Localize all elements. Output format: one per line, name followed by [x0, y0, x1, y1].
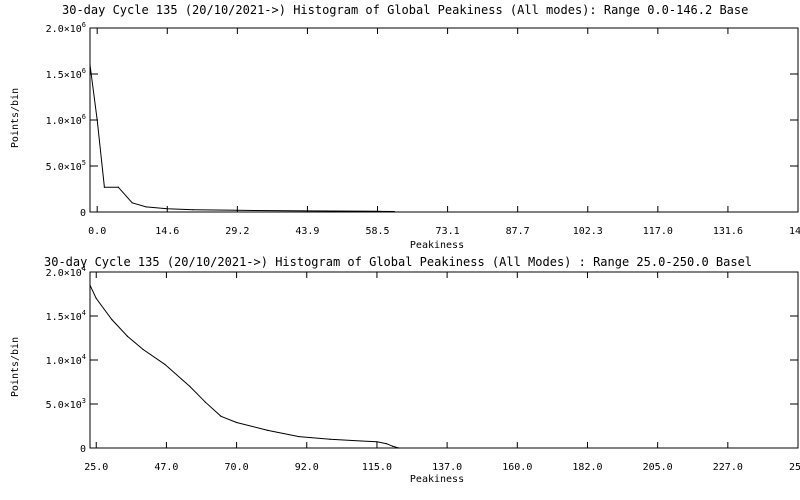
data-point	[376, 441, 378, 443]
plot-global-peakiness-25-250: 30-day Cycle 135 (20/10/2021->) Histogra…	[10, 255, 800, 485]
x-tick-label: 58.5	[365, 226, 389, 237]
x-tick-label: 250	[789, 462, 800, 473]
data-point	[145, 206, 147, 208]
x-tick-label: 25.0	[84, 462, 108, 473]
x-tick-label: 182.0	[572, 462, 602, 473]
data-point	[89, 64, 91, 66]
data-point	[298, 435, 300, 438]
x-tick-label: 160.0	[502, 462, 532, 473]
y-tick-label: 0	[80, 444, 86, 455]
data-point	[329, 438, 331, 440]
y-tick-label: 2.0×106	[46, 21, 86, 35]
plot-frame	[89, 271, 799, 449]
series-line	[89, 64, 395, 212]
x-tick-label: 47.0	[154, 462, 178, 473]
data-point	[142, 348, 144, 351]
x-tick-label: 43.9	[295, 226, 319, 237]
x-axis-label: Peakiness	[410, 474, 464, 485]
x-tick-label: 0.0	[88, 226, 106, 237]
x-tick-label: 70.0	[225, 462, 249, 473]
x-tick-label: 102.3	[573, 226, 603, 237]
x-tick-label: 205.0	[643, 462, 673, 473]
x-tick-label: 131.6	[713, 226, 743, 237]
y-tick-label: 0	[80, 208, 86, 219]
data-point	[103, 186, 105, 188]
x-tick-label: 137.0	[432, 462, 462, 473]
data-point	[385, 443, 387, 445]
y-tick-label: 2.0×104	[46, 265, 86, 279]
data-point	[96, 119, 98, 121]
x-tick-label: 14.6	[155, 226, 179, 237]
data-point	[235, 421, 238, 424]
data-point	[117, 186, 119, 188]
x-tick-label: 146	[789, 226, 800, 237]
data-point	[95, 297, 97, 299]
x-tick-label: 115.0	[362, 462, 392, 473]
data-point	[377, 210, 379, 212]
data-point	[204, 401, 207, 403]
data-point	[164, 363, 166, 365]
data-point	[192, 209, 194, 211]
data-point	[89, 284, 91, 286]
data-point	[189, 385, 191, 387]
y-tick-label: 5.0×103	[46, 397, 86, 411]
data-point	[391, 445, 394, 447]
x-tick-label: 227.0	[713, 462, 743, 473]
data-point	[307, 210, 309, 212]
x-tick-label: 92.0	[295, 462, 319, 473]
y-tick-label: 1.5×104	[46, 309, 86, 323]
data-point	[111, 318, 113, 321]
x-tick-label: 29.2	[225, 226, 249, 237]
y-tick-label: 5.0×105	[46, 159, 86, 173]
x-tick-label: 117.0	[643, 226, 673, 237]
data-point	[236, 209, 238, 211]
plot-frame	[89, 27, 799, 213]
y-tick-label: 1.0×104	[46, 353, 86, 367]
data-point	[393, 210, 395, 213]
x-axis-label: Peakiness	[410, 240, 464, 251]
x-tick-label: 87.7	[506, 226, 530, 237]
data-point	[126, 335, 129, 337]
y-tick-label: 1.5×106	[46, 67, 86, 81]
y-axis-label: Points/bin	[10, 88, 21, 148]
y-tick-label: 1.0×106	[46, 113, 86, 127]
chart-title: 30-day Cycle 135 (20/10/2021->) Histogra…	[62, 3, 748, 17]
plot-global-peakiness-full-range: 30-day Cycle 135 (20/10/2021->) Histogra…	[10, 3, 800, 251]
series-line	[89, 284, 399, 449]
data-point	[398, 447, 400, 449]
y-axis-label: Points/bin	[10, 337, 21, 397]
data-point	[131, 202, 133, 204]
data-point	[166, 208, 168, 210]
x-tick-label: 73.1	[436, 226, 460, 237]
data-point	[220, 415, 222, 417]
data-point	[267, 429, 269, 431]
data-point	[360, 440, 362, 442]
chart-title: 30-day Cycle 135 (20/10/2021->) Histogra…	[44, 255, 752, 269]
